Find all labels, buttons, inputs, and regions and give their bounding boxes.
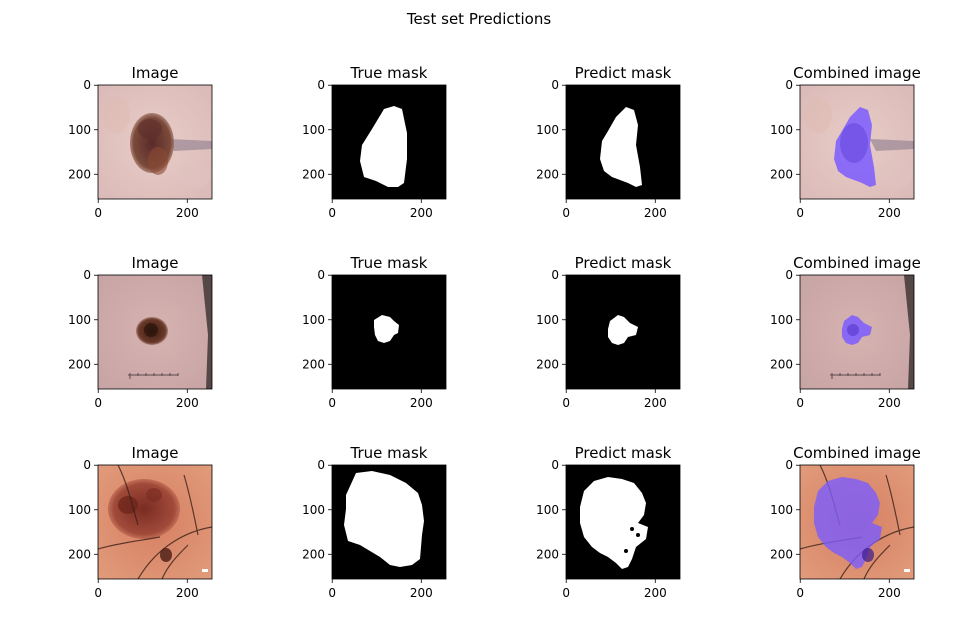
panel-true-mask-row1 (332, 85, 446, 199)
x-tick-label: 200 (176, 586, 199, 600)
y-tick-label: 200 (68, 357, 91, 371)
y-tick-label: 200 (536, 357, 559, 371)
panel-title: Combined image (793, 254, 921, 272)
y-tick-label: 0 (317, 78, 325, 92)
axes-frame (799, 464, 915, 580)
y-tick-label: 100 (536, 503, 559, 517)
x-tick-label: 200 (878, 586, 901, 600)
panel-true-mask-row2 (332, 275, 446, 389)
y-tick-label: 200 (302, 357, 325, 371)
x-tick-label: 0 (796, 586, 804, 600)
axes-frame (97, 464, 213, 580)
x-tick-label: 200 (878, 396, 901, 410)
x-tick-label: 200 (176, 206, 199, 220)
figure-title: Test set Predictions (406, 10, 552, 28)
axes-frame (97, 274, 213, 390)
y-tick-label: 0 (785, 458, 793, 472)
x-tick-label: 0 (562, 586, 570, 600)
axes-frame (799, 84, 915, 200)
x-tick-label: 0 (562, 206, 570, 220)
panel-predict-mask-row1 (566, 85, 680, 199)
panel-predict-mask-row2 (566, 275, 680, 389)
y-tick-label: 0 (785, 268, 793, 282)
panel-image-row1 (98, 85, 212, 199)
y-tick-label: 100 (536, 313, 559, 327)
y-tick-label: 100 (68, 123, 91, 137)
panel-title: Combined image (793, 444, 921, 462)
y-tick-label: 200 (536, 547, 559, 561)
x-tick-label: 0 (562, 396, 570, 410)
y-tick-label: 100 (770, 503, 793, 517)
y-tick-label: 0 (551, 268, 559, 282)
panel-combined-row2 (800, 275, 914, 389)
y-tick-label: 100 (68, 503, 91, 517)
panel-combined-row1 (800, 85, 914, 199)
axes-frame (565, 274, 681, 390)
panel-predict-mask-row3 (566, 465, 680, 579)
x-tick-label: 0 (328, 396, 336, 410)
y-tick-label: 200 (770, 167, 793, 181)
x-tick-label: 200 (176, 396, 199, 410)
x-tick-label: 200 (644, 396, 667, 410)
x-tick-label: 0 (796, 206, 804, 220)
panel-title: Image (132, 64, 179, 82)
axes-frame (799, 274, 915, 390)
y-tick-label: 200 (68, 167, 91, 181)
panel-combined-row3 (800, 465, 914, 579)
x-tick-label: 0 (94, 586, 102, 600)
panel-title: Predict mask (575, 64, 672, 82)
axes-frame (565, 464, 681, 580)
y-tick-label: 100 (770, 313, 793, 327)
y-tick-label: 0 (551, 78, 559, 92)
panel-image-row2 (98, 275, 212, 389)
panel-title: True mask (350, 444, 428, 462)
y-tick-label: 200 (770, 357, 793, 371)
y-tick-label: 100 (68, 313, 91, 327)
y-tick-label: 100 (302, 313, 325, 327)
axes-frame (565, 84, 681, 200)
y-tick-label: 200 (536, 167, 559, 181)
y-tick-label: 200 (68, 547, 91, 561)
y-tick-label: 200 (770, 547, 793, 561)
x-tick-label: 0 (328, 206, 336, 220)
y-tick-label: 0 (317, 458, 325, 472)
y-tick-label: 0 (317, 268, 325, 282)
y-tick-label: 0 (83, 458, 91, 472)
x-tick-label: 0 (94, 396, 102, 410)
y-tick-label: 200 (302, 547, 325, 561)
x-tick-label: 0 (94, 206, 102, 220)
panel-title: Image (132, 254, 179, 272)
y-tick-label: 100 (536, 123, 559, 137)
y-tick-label: 0 (83, 268, 91, 282)
axes-frame (97, 84, 213, 200)
x-tick-label: 0 (328, 586, 336, 600)
panel-title: Predict mask (575, 254, 672, 272)
y-tick-label: 100 (770, 123, 793, 137)
panel-true-mask-row3 (332, 465, 446, 579)
x-tick-label: 200 (644, 586, 667, 600)
panel-title: Image (132, 444, 179, 462)
panel-title: Combined image (793, 64, 921, 82)
axes-frame (331, 274, 447, 390)
x-tick-label: 200 (410, 586, 433, 600)
x-tick-label: 0 (796, 396, 804, 410)
x-tick-label: 200 (644, 206, 667, 220)
x-tick-label: 200 (410, 206, 433, 220)
y-tick-label: 0 (83, 78, 91, 92)
axes-frame (331, 84, 447, 200)
panel-title: True mask (350, 254, 428, 272)
panel-title: Predict mask (575, 444, 672, 462)
y-tick-label: 0 (785, 78, 793, 92)
y-tick-label: 200 (302, 167, 325, 181)
panel-title: True mask (350, 64, 428, 82)
x-tick-label: 200 (878, 206, 901, 220)
axes-frame (331, 464, 447, 580)
x-tick-label: 200 (410, 396, 433, 410)
axes-layer: Image 0 200 0 100 200 True mask 0 200 0 100 200 Pred… (68, 64, 921, 600)
panel-image-row3 (98, 465, 212, 579)
y-tick-label: 100 (302, 503, 325, 517)
y-tick-label: 100 (302, 123, 325, 137)
y-tick-label: 0 (551, 458, 559, 472)
